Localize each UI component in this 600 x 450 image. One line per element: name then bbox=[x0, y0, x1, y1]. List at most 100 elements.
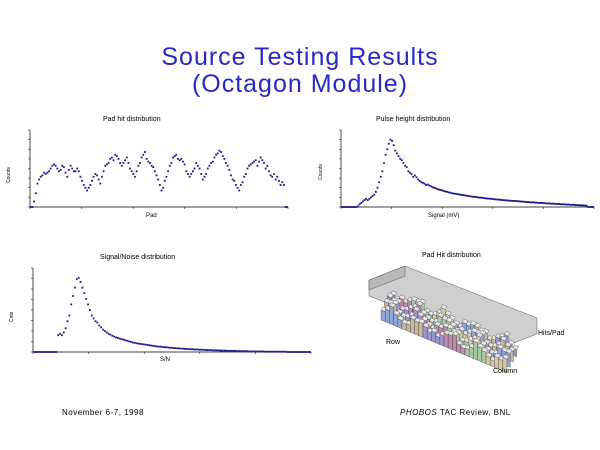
chart2-point bbox=[491, 198, 494, 200]
chart1-point bbox=[200, 173, 203, 175]
chart2-point bbox=[567, 203, 570, 206]
chart2-point bbox=[486, 197, 489, 200]
chart1-point bbox=[210, 162, 212, 164]
chart3-point bbox=[223, 349, 226, 352]
chart1-point bbox=[276, 175, 279, 178]
chart3-point bbox=[148, 344, 151, 347]
chart3-point bbox=[169, 346, 172, 349]
chart3-point bbox=[208, 349, 211, 351]
chart1-point bbox=[71, 167, 74, 170]
chart3-point bbox=[150, 344, 153, 347]
chart2-point bbox=[514, 200, 517, 202]
footer-date: November 6-7, 1998 bbox=[62, 408, 144, 417]
lego-bar-top bbox=[413, 306, 420, 312]
slide-title-line2: (Octagon Module) bbox=[191, 70, 409, 98]
chart2-point bbox=[342, 206, 345, 208]
chart3-point bbox=[241, 350, 244, 353]
chart1-point bbox=[182, 160, 184, 163]
chart3-point bbox=[100, 326, 103, 329]
chart1-point bbox=[266, 164, 269, 167]
chart3-point bbox=[258, 350, 261, 353]
chart1-point bbox=[236, 186, 239, 189]
lego-bar-front bbox=[481, 350, 487, 364]
chart3-point bbox=[115, 336, 117, 339]
chart2-point bbox=[459, 193, 462, 196]
chart2-point bbox=[473, 195, 476, 198]
chart2-point bbox=[587, 206, 590, 208]
chart2-point bbox=[410, 173, 413, 175]
chart2-point bbox=[576, 204, 578, 206]
chart2-point bbox=[454, 192, 457, 195]
chart1-point bbox=[150, 164, 153, 167]
chart2-point bbox=[407, 170, 410, 173]
chart3-point bbox=[247, 350, 250, 353]
lego-bar-top bbox=[502, 354, 510, 360]
chart3-point bbox=[98, 324, 101, 327]
chart3-point bbox=[44, 351, 47, 353]
chart1-point bbox=[139, 162, 141, 164]
chart3-point bbox=[126, 339, 129, 342]
chart3-point bbox=[172, 347, 175, 349]
chart3-point bbox=[81, 286, 84, 289]
lego-bar-top bbox=[444, 310, 452, 316]
chart1-point bbox=[180, 157, 183, 160]
chart3-point bbox=[133, 341, 136, 344]
chart2-point bbox=[506, 199, 509, 202]
chart2-point bbox=[361, 200, 364, 203]
chart3-point bbox=[184, 348, 186, 350]
chart3-point bbox=[46, 351, 48, 353]
footer-venue: TAC Review, BNL bbox=[437, 408, 511, 417]
chart3-point bbox=[187, 348, 190, 351]
chart3-point bbox=[72, 295, 75, 297]
chart1-point bbox=[163, 179, 166, 182]
chart1-point bbox=[46, 171, 49, 174]
chart2-point bbox=[349, 206, 351, 208]
lego-bar-top bbox=[393, 310, 400, 316]
chart1-point bbox=[59, 168, 62, 171]
slide-title-line1: Source Testing Results bbox=[161, 43, 439, 71]
chart1-point bbox=[188, 175, 191, 178]
chart2-point bbox=[550, 202, 552, 205]
chart2-point bbox=[545, 202, 548, 205]
chart2-point bbox=[344, 206, 346, 208]
chart2-point bbox=[428, 184, 431, 187]
chart2-point bbox=[415, 176, 418, 179]
chart1-point bbox=[167, 170, 169, 173]
chart1-point bbox=[84, 186, 87, 189]
chart3-point bbox=[79, 281, 82, 283]
chart3-point bbox=[309, 351, 311, 353]
chart2-point bbox=[374, 190, 377, 193]
chart2-point bbox=[577, 204, 580, 206]
chart1-point bbox=[253, 160, 255, 163]
chart2-point bbox=[483, 197, 486, 200]
lego-bar-top bbox=[431, 327, 438, 333]
chart3-point bbox=[286, 351, 289, 353]
chart2-title: Pulse height distribution bbox=[376, 116, 451, 123]
chart2-point bbox=[530, 201, 533, 204]
chart1-point bbox=[64, 171, 67, 174]
chart3-point bbox=[279, 350, 282, 353]
lego-bar-top bbox=[505, 348, 513, 354]
chart3-point bbox=[124, 339, 127, 342]
chart1-point bbox=[172, 156, 174, 159]
chart1-point bbox=[274, 178, 277, 181]
chart2-point bbox=[420, 181, 423, 184]
chart4-lego bbox=[368, 265, 538, 373]
chart1-point bbox=[261, 159, 264, 162]
chart1-point bbox=[77, 170, 80, 173]
chart2-point bbox=[582, 204, 585, 207]
chart2-point bbox=[480, 196, 483, 199]
chart1-point bbox=[89, 184, 92, 186]
chart3-point bbox=[240, 350, 242, 353]
chart3-point bbox=[116, 337, 119, 339]
lego-bar-front bbox=[385, 308, 390, 324]
chart3-point bbox=[141, 343, 144, 346]
chart1-point bbox=[115, 155, 118, 158]
chart3-point bbox=[42, 351, 45, 353]
chart1-point bbox=[228, 168, 231, 171]
chart3-point bbox=[262, 350, 265, 353]
chart2-point bbox=[569, 203, 572, 206]
chart2-point bbox=[405, 166, 408, 169]
chart1-point bbox=[178, 159, 181, 162]
chart2-point bbox=[529, 201, 531, 204]
